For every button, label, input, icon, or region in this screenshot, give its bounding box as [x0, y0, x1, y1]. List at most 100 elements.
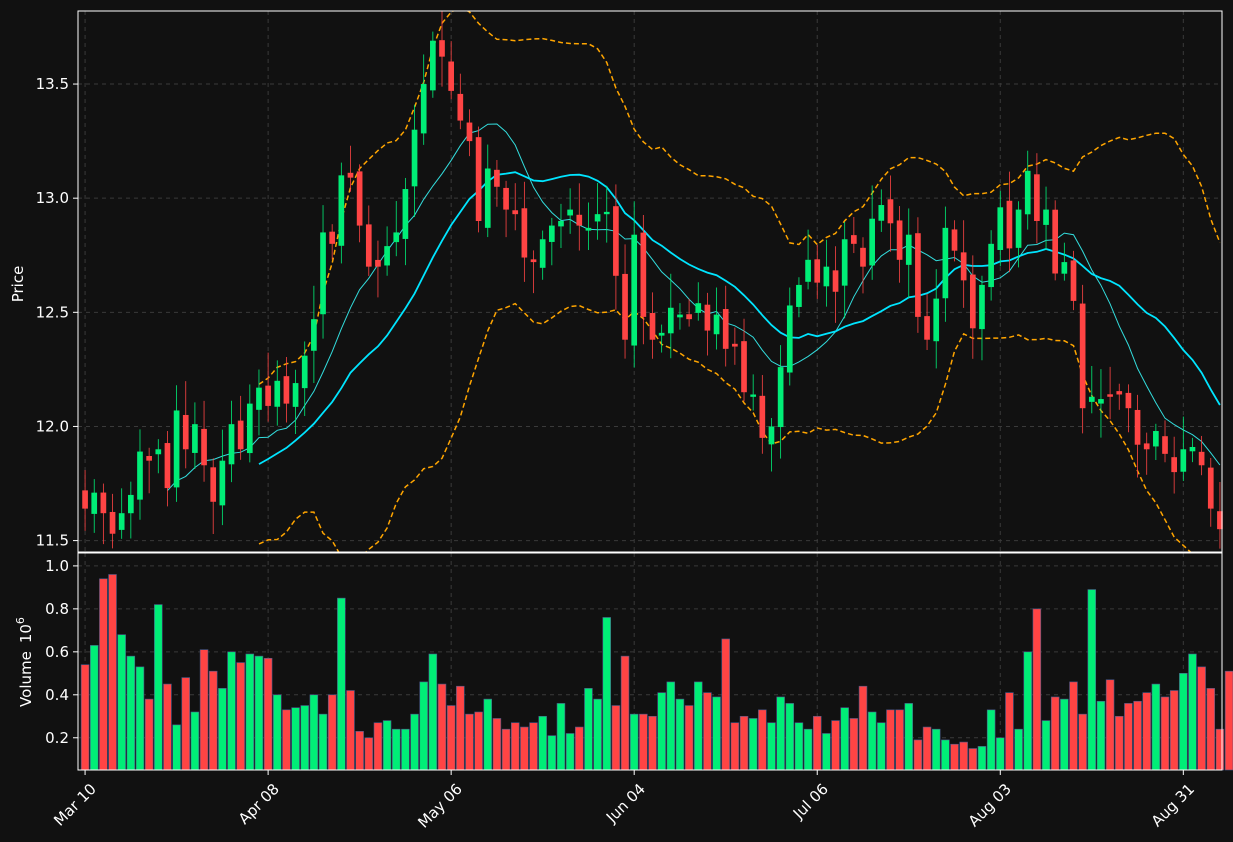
volume-bar: [931, 728, 941, 771]
volume-bar: [520, 726, 529, 771]
candle-up: [192, 424, 198, 453]
candle-up: [484, 168, 491, 228]
volume-bar: [1142, 692, 1151, 771]
volume-bar: [767, 722, 776, 771]
candle-up: [228, 424, 235, 465]
candle-down: [329, 231, 336, 244]
volume-bar: [913, 739, 923, 771]
candle-down: [896, 220, 903, 260]
volume-bar: [922, 726, 932, 771]
candle-up: [420, 84, 427, 134]
volume-bar: [1078, 713, 1087, 771]
volume-bar: [593, 698, 602, 771]
candle-down: [521, 208, 528, 258]
candle-up: [539, 239, 546, 268]
volume-panel: 0.2 0.4 0.6 0.8 1.0: [45, 552, 1233, 771]
volume-axis-label: Volume 106: [14, 617, 35, 707]
volume-bar: [813, 715, 822, 771]
candle-down: [466, 122, 473, 142]
volume-bar: [172, 724, 181, 771]
moving-average-long-line: [258, 171, 1221, 465]
candle-down: [1070, 260, 1077, 301]
candle-up: [997, 207, 1004, 250]
bollinger-bands: [258, 11, 1221, 552]
candle-down: [503, 187, 509, 210]
candle-down: [365, 224, 372, 267]
price-y-ticks: 11.5 12.0 12.5 13.0 13.5: [36, 75, 78, 550]
volume-bar: [529, 722, 538, 771]
candle-down: [741, 341, 747, 393]
volume-bar: [492, 718, 502, 771]
volume-bar: [895, 709, 904, 771]
volume-bar: [1133, 700, 1142, 771]
volume-bar: [996, 737, 1005, 771]
volume-bar: [968, 748, 978, 771]
candle-down: [887, 199, 894, 224]
candle-up: [869, 218, 875, 266]
candle-up: [219, 460, 226, 506]
volume-bar: [126, 655, 136, 771]
volume-bar: [831, 720, 840, 771]
candle-up: [750, 394, 757, 397]
volume-bar: [1087, 589, 1097, 771]
volume-bar: [181, 677, 190, 771]
candle-down: [686, 314, 692, 320]
volume-bar: [867, 711, 877, 771]
volume-bars: [80, 574, 1233, 771]
volume-tick-label: 0.4: [45, 686, 69, 704]
candle-up: [777, 367, 784, 428]
volume-bar: [1069, 681, 1078, 771]
price-tick-label: 11.5: [36, 532, 69, 550]
volume-bar: [959, 741, 968, 771]
volume-bar: [465, 713, 474, 771]
volume-bar: [758, 709, 767, 771]
candle-up: [155, 449, 162, 455]
candle-up: [603, 211, 610, 215]
volume-bar: [575, 726, 584, 771]
candle-up: [1015, 209, 1022, 248]
candle-up: [558, 221, 564, 227]
volume-bar: [163, 683, 172, 771]
candle-down: [1162, 436, 1168, 454]
candle-down: [283, 376, 290, 404]
volume-bar: [1197, 666, 1206, 771]
candle-up: [585, 227, 592, 231]
candlesticks: [82, 10, 1223, 549]
candle-down: [1079, 303, 1086, 409]
candle-down: [915, 233, 921, 317]
volume-bar: [373, 722, 383, 771]
volume-panel-frame: [77, 552, 1223, 771]
price-tick-label: 13.5: [36, 75, 69, 93]
candle-down: [960, 252, 967, 281]
candle-down: [969, 274, 976, 329]
candle-down: [814, 259, 821, 283]
volume-bar: [117, 634, 126, 771]
candle-up: [137, 451, 143, 500]
volume-bar: [629, 713, 639, 771]
candle-up: [823, 266, 830, 287]
candle-up: [91, 492, 98, 514]
candle-up: [411, 129, 418, 187]
volume-bar: [547, 735, 557, 771]
volume-bar: [602, 617, 611, 771]
volume-bar: [849, 718, 859, 771]
volume-bar: [648, 715, 657, 771]
volume-bar: [446, 705, 456, 771]
volume-bar: [227, 651, 236, 771]
candle-up: [988, 243, 994, 288]
volume-bar: [190, 711, 200, 771]
volume-bar: [1041, 720, 1051, 771]
volume-bar: [364, 737, 374, 771]
volume-bar: [886, 709, 895, 771]
candle-up: [1189, 446, 1196, 452]
candle-down: [457, 93, 464, 121]
price-panel-frame: [77, 10, 1223, 553]
price-axis-label: Price: [9, 266, 27, 303]
volume-bar: [739, 715, 749, 771]
volume-bar: [1096, 700, 1106, 771]
candle-down: [210, 467, 217, 502]
candle-down: [1006, 200, 1013, 249]
volume-bar: [794, 722, 804, 771]
candle-up: [667, 307, 674, 334]
volume-bar: [639, 713, 648, 771]
